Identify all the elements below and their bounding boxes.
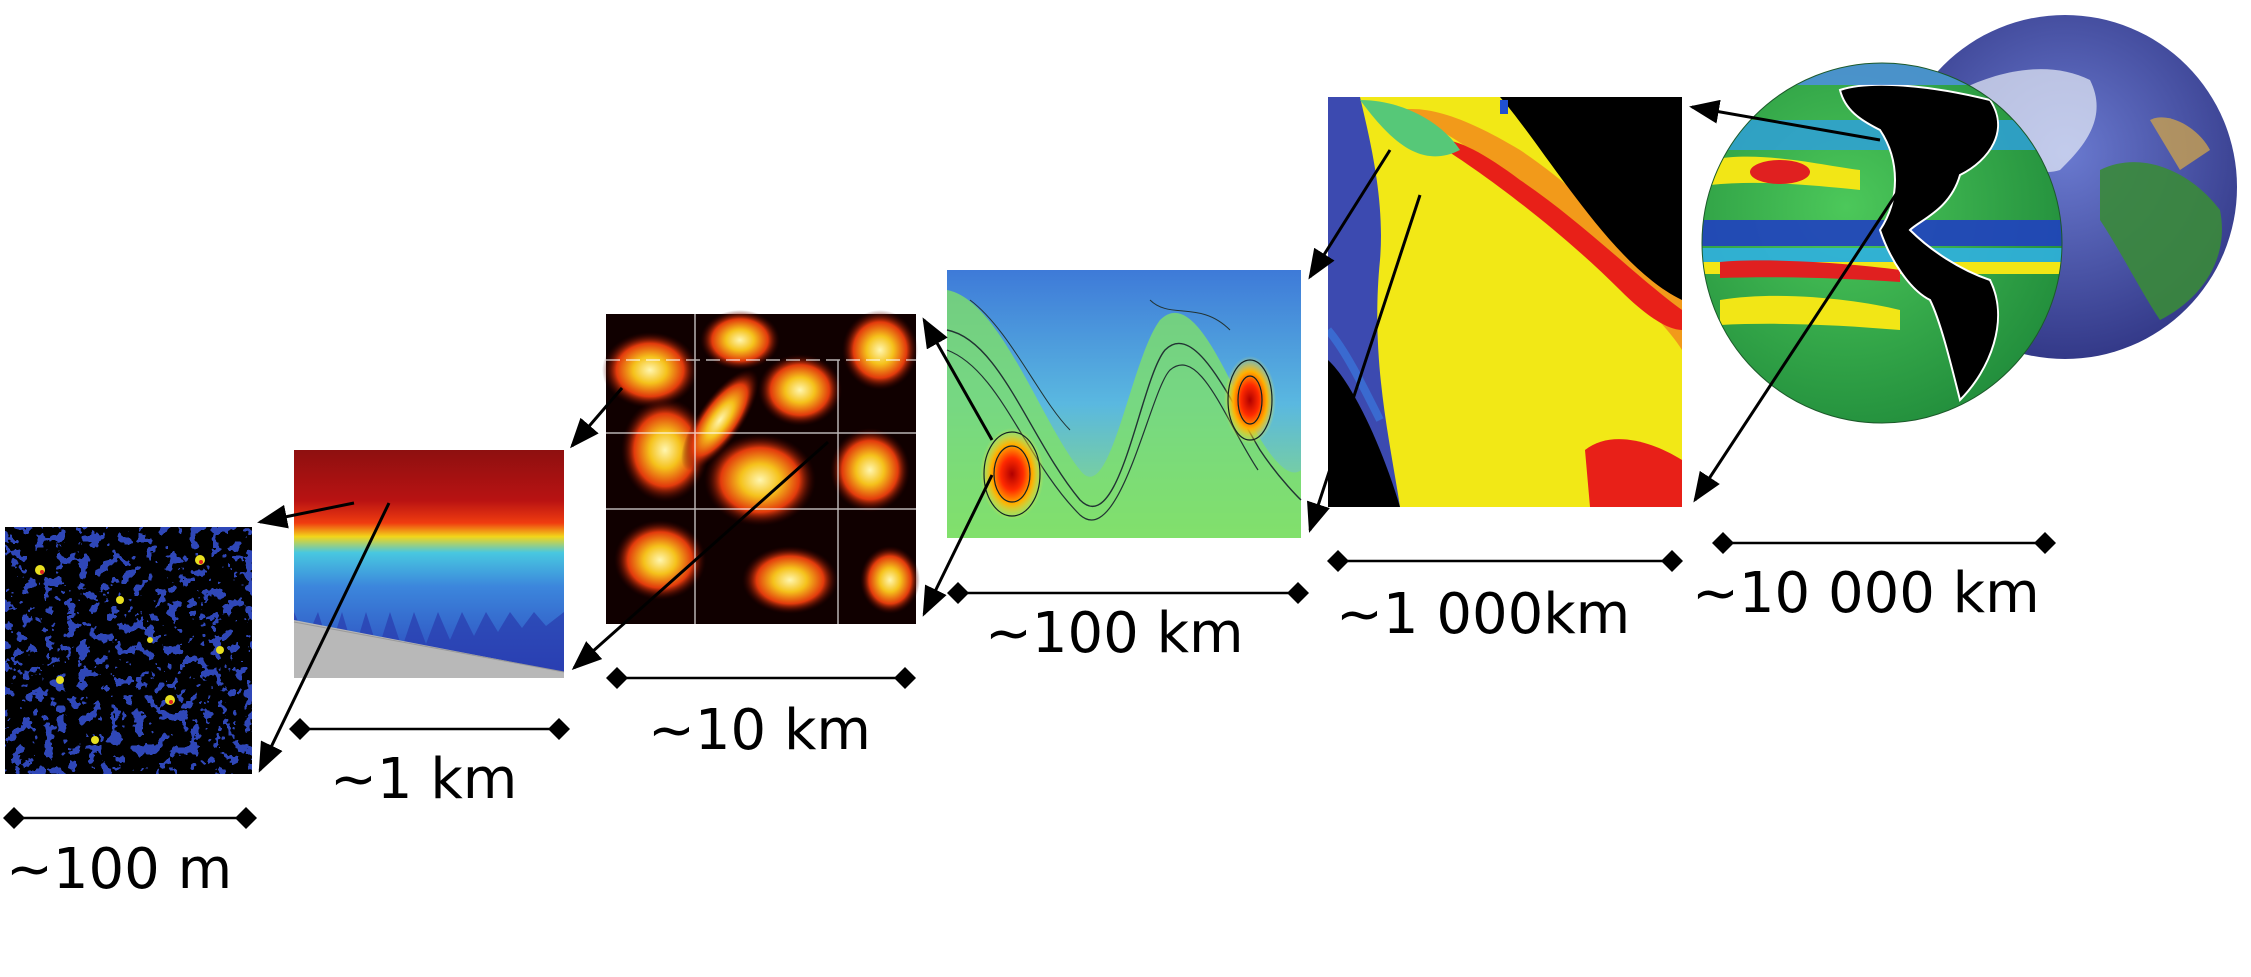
arrow-1-to-100m-top	[257, 501, 355, 529]
arrow-1000-to-100-bottom	[1307, 194, 1422, 533]
scale-bar-1000km	[1327, 550, 1683, 572]
panel-1km	[293, 450, 565, 678]
scale-label-1km: ~1 km	[330, 747, 518, 812]
scale-label-100m: ~100 m	[6, 837, 233, 902]
scale-bar-100km	[947, 582, 1309, 604]
arrow-10-to-1-top	[570, 387, 624, 449]
scale-bars	[3, 532, 2056, 829]
scale-bar-1km	[289, 718, 570, 740]
scale-label-10km: ~10 km	[648, 698, 871, 763]
arrow-10000-to-1000-top	[1689, 99, 1881, 142]
arrow-1000-to-100-top	[1308, 149, 1392, 280]
zoom-arrows	[257, 99, 1914, 773]
panel-100km	[946, 270, 1302, 538]
panel-10000km	[1701, 15, 2237, 424]
panel-1000km	[1328, 97, 1682, 507]
arrow-100-to-10-bottom	[922, 474, 994, 617]
panel-100m	[5, 527, 252, 774]
panel-10km	[602, 310, 920, 624]
scale-label-1000km: ~1 000km	[1336, 582, 1631, 647]
arrow-10000-to-1000-bottom	[1693, 169, 1914, 503]
scale-label-10000km: ~10 000 km	[1692, 561, 2040, 626]
scale-bar-100m	[3, 807, 257, 829]
arrow-100-to-10-top	[922, 317, 994, 441]
scale-bar-10km	[606, 667, 916, 689]
scale-bar-10000km	[1712, 532, 2056, 554]
arrow-10-to-1-bottom	[571, 440, 829, 670]
scale-label-100km: ~100 km	[985, 601, 1244, 666]
arrow-1-to-100m-bottom	[258, 502, 391, 773]
